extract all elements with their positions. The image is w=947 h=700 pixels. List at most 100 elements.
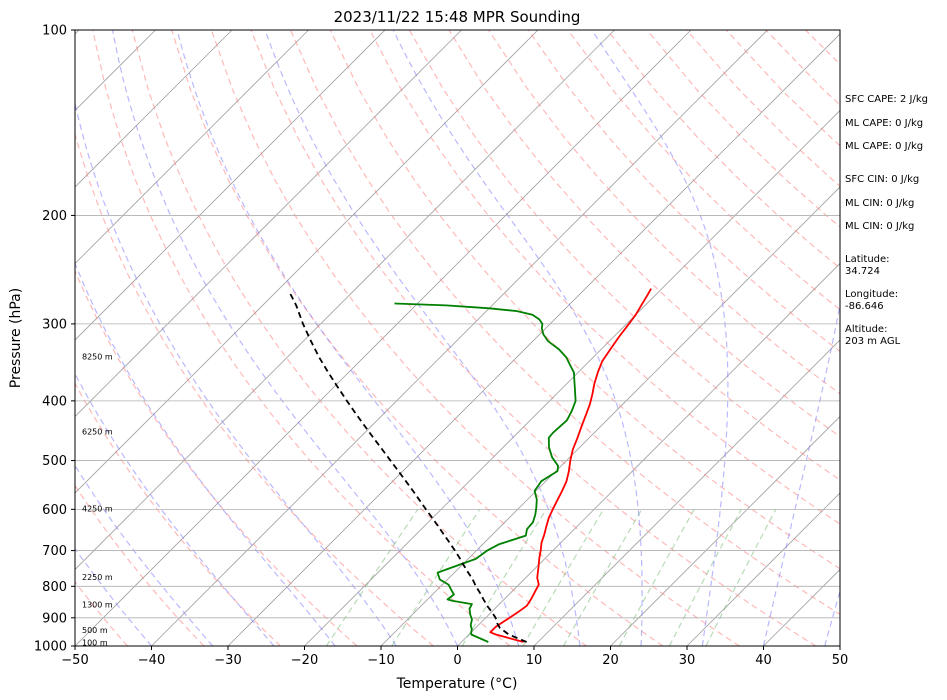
altitude-label: Altitude: bbox=[845, 324, 887, 335]
dry-adiabat-line bbox=[210, 30, 740, 646]
y-tick-label: 200 bbox=[42, 209, 67, 224]
dry-adiabat-line bbox=[488, 30, 840, 395]
moist-adiabat-line bbox=[392, 30, 643, 646]
mixing-ratio-line bbox=[562, 508, 643, 646]
isotherm-line bbox=[75, 30, 539, 494]
isotherm-line bbox=[610, 415, 840, 646]
dry-adiabat-line bbox=[75, 132, 434, 646]
moist-adiabat-line bbox=[591, 30, 729, 646]
isotherm-line bbox=[686, 492, 840, 646]
x-tick-label: 30 bbox=[679, 653, 696, 668]
sfc-cape-label: SFC CAPE: 2 J/kg bbox=[845, 94, 928, 105]
dry-adiabat-line bbox=[75, 269, 358, 646]
dry-adiabat-line bbox=[75, 484, 205, 646]
moist-adiabat-line bbox=[824, 589, 840, 646]
x-tick-label: −20 bbox=[291, 653, 318, 668]
dewpoint-line bbox=[394, 302, 577, 643]
moist-adiabat-line bbox=[762, 302, 840, 646]
x-tick-label: 40 bbox=[755, 653, 772, 668]
dry-adiabat-line bbox=[408, 30, 840, 481]
height-label: 6250 m bbox=[82, 427, 113, 436]
x-tick-label: 0 bbox=[453, 653, 461, 668]
dry-adiabat-line bbox=[527, 30, 840, 353]
y-tick-label: 500 bbox=[42, 454, 67, 469]
x-axis-title: Temperature (°C) bbox=[396, 676, 518, 692]
moist-adiabat-line bbox=[75, 261, 336, 646]
height-label: 8250 m bbox=[82, 352, 113, 361]
isotherm-line bbox=[380, 186, 840, 646]
moist-adiabat-line bbox=[75, 101, 397, 646]
dry-adiabat-line bbox=[131, 30, 587, 646]
x-tick-label: −40 bbox=[138, 653, 165, 668]
sfc-cin-label: SFC CIN: 0 J/kg bbox=[845, 174, 919, 185]
mixing-ratio-line bbox=[391, 508, 481, 646]
latitude-label: Latitude: bbox=[845, 254, 890, 265]
height-label: 2250 m bbox=[82, 573, 113, 582]
isotherm-line bbox=[533, 339, 840, 646]
y-tick-label: 800 bbox=[42, 580, 67, 595]
y-tick-label: 600 bbox=[42, 503, 67, 518]
moist-adiabat-line bbox=[264, 30, 581, 646]
x-tick-label: −30 bbox=[214, 653, 241, 668]
moist-adiabat-line bbox=[75, 464, 214, 646]
mixing-ratio-line bbox=[522, 508, 605, 646]
y-tick-label: 100 bbox=[42, 24, 67, 39]
longitude-label: Longitude: bbox=[845, 289, 898, 300]
height-labels: 100 m 500 m 1300 m 2250 m 4250 m 6250 m 8250 m bbox=[82, 352, 113, 647]
dry-adiabat-line bbox=[75, 382, 281, 646]
moist-adiabat-line bbox=[75, 372, 275, 646]
ml-cin-label: ML CIN: 0 J/kg bbox=[845, 198, 914, 209]
height-label: 100 m bbox=[82, 638, 108, 647]
dry-adiabat-line bbox=[448, 30, 840, 438]
altitude-value: 203 m AGL bbox=[845, 336, 901, 347]
dry-adiabat-line bbox=[290, 30, 840, 616]
isotherm-line bbox=[75, 30, 233, 188]
isotherm-line bbox=[75, 30, 615, 571]
y-tick-label: 300 bbox=[42, 317, 67, 332]
isotherm-line bbox=[0, 30, 3, 646]
y-tick-label: 400 bbox=[42, 394, 67, 409]
y-tick-label: 900 bbox=[42, 611, 67, 626]
mixing-ratio-line bbox=[461, 508, 547, 646]
background-lines bbox=[0, 30, 840, 646]
ml-cin-label: ML CIN: 0 J/kg bbox=[845, 221, 914, 232]
chart-title: 2023/11/22 15:48 MPR Sounding bbox=[334, 8, 581, 26]
x-tick-label: 10 bbox=[526, 653, 543, 668]
isotherm-line bbox=[227, 33, 840, 646]
y-tick-label: 700 bbox=[42, 544, 67, 559]
mixing-ratio-line bbox=[325, 508, 419, 646]
sounding-series bbox=[287, 288, 652, 643]
mixing-ratio-line bbox=[705, 509, 777, 646]
temperature-line bbox=[489, 288, 652, 643]
dry-adiabat-line bbox=[171, 30, 664, 646]
moist-adiabat-line bbox=[176, 30, 520, 646]
dry-adiabat-line bbox=[567, 30, 840, 311]
ml-cape-label: ML CAPE: 0 J/kg bbox=[845, 118, 923, 129]
x-axis: −50 −40 −30 −20 −10 0 10 20 30 40 50 bbox=[61, 646, 848, 668]
ml-cape-label: ML CAPE: 0 J/kg bbox=[845, 141, 923, 152]
height-label: 500 m bbox=[82, 626, 108, 635]
y-axis: 1000 900 800 700 600 500 400 300 200 100 bbox=[34, 24, 75, 655]
x-tick-label: 20 bbox=[602, 653, 619, 668]
pressure-gridlines bbox=[75, 29, 840, 647]
isotherm-line bbox=[75, 30, 386, 341]
mixing-ratio-line bbox=[668, 509, 742, 646]
dry-adiabat-line bbox=[329, 30, 840, 570]
height-label: 4250 m bbox=[82, 504, 113, 513]
moist-adiabat-line bbox=[112, 30, 459, 646]
longitude-value: -86.646 bbox=[845, 301, 884, 312]
side-panel: SFC CAPE: 2 J/kg ML CAPE: 0 J/kg ML CAPE… bbox=[845, 94, 928, 347]
isotherm-line bbox=[75, 30, 309, 265]
dry-adiabat-line bbox=[92, 30, 511, 646]
y-tick-label: 1000 bbox=[34, 640, 67, 655]
dry-adiabat-line bbox=[250, 30, 817, 646]
isotherm-line bbox=[304, 109, 840, 646]
plot-frame bbox=[74, 29, 841, 647]
mixing-ratio-line bbox=[618, 509, 695, 646]
x-tick-label: −50 bbox=[61, 653, 88, 668]
height-label: 1300 m bbox=[82, 601, 113, 610]
isotherm-line bbox=[75, 30, 462, 418]
y-axis-title: Pressure (hPa) bbox=[8, 288, 24, 388]
x-tick-label: 50 bbox=[832, 653, 849, 668]
